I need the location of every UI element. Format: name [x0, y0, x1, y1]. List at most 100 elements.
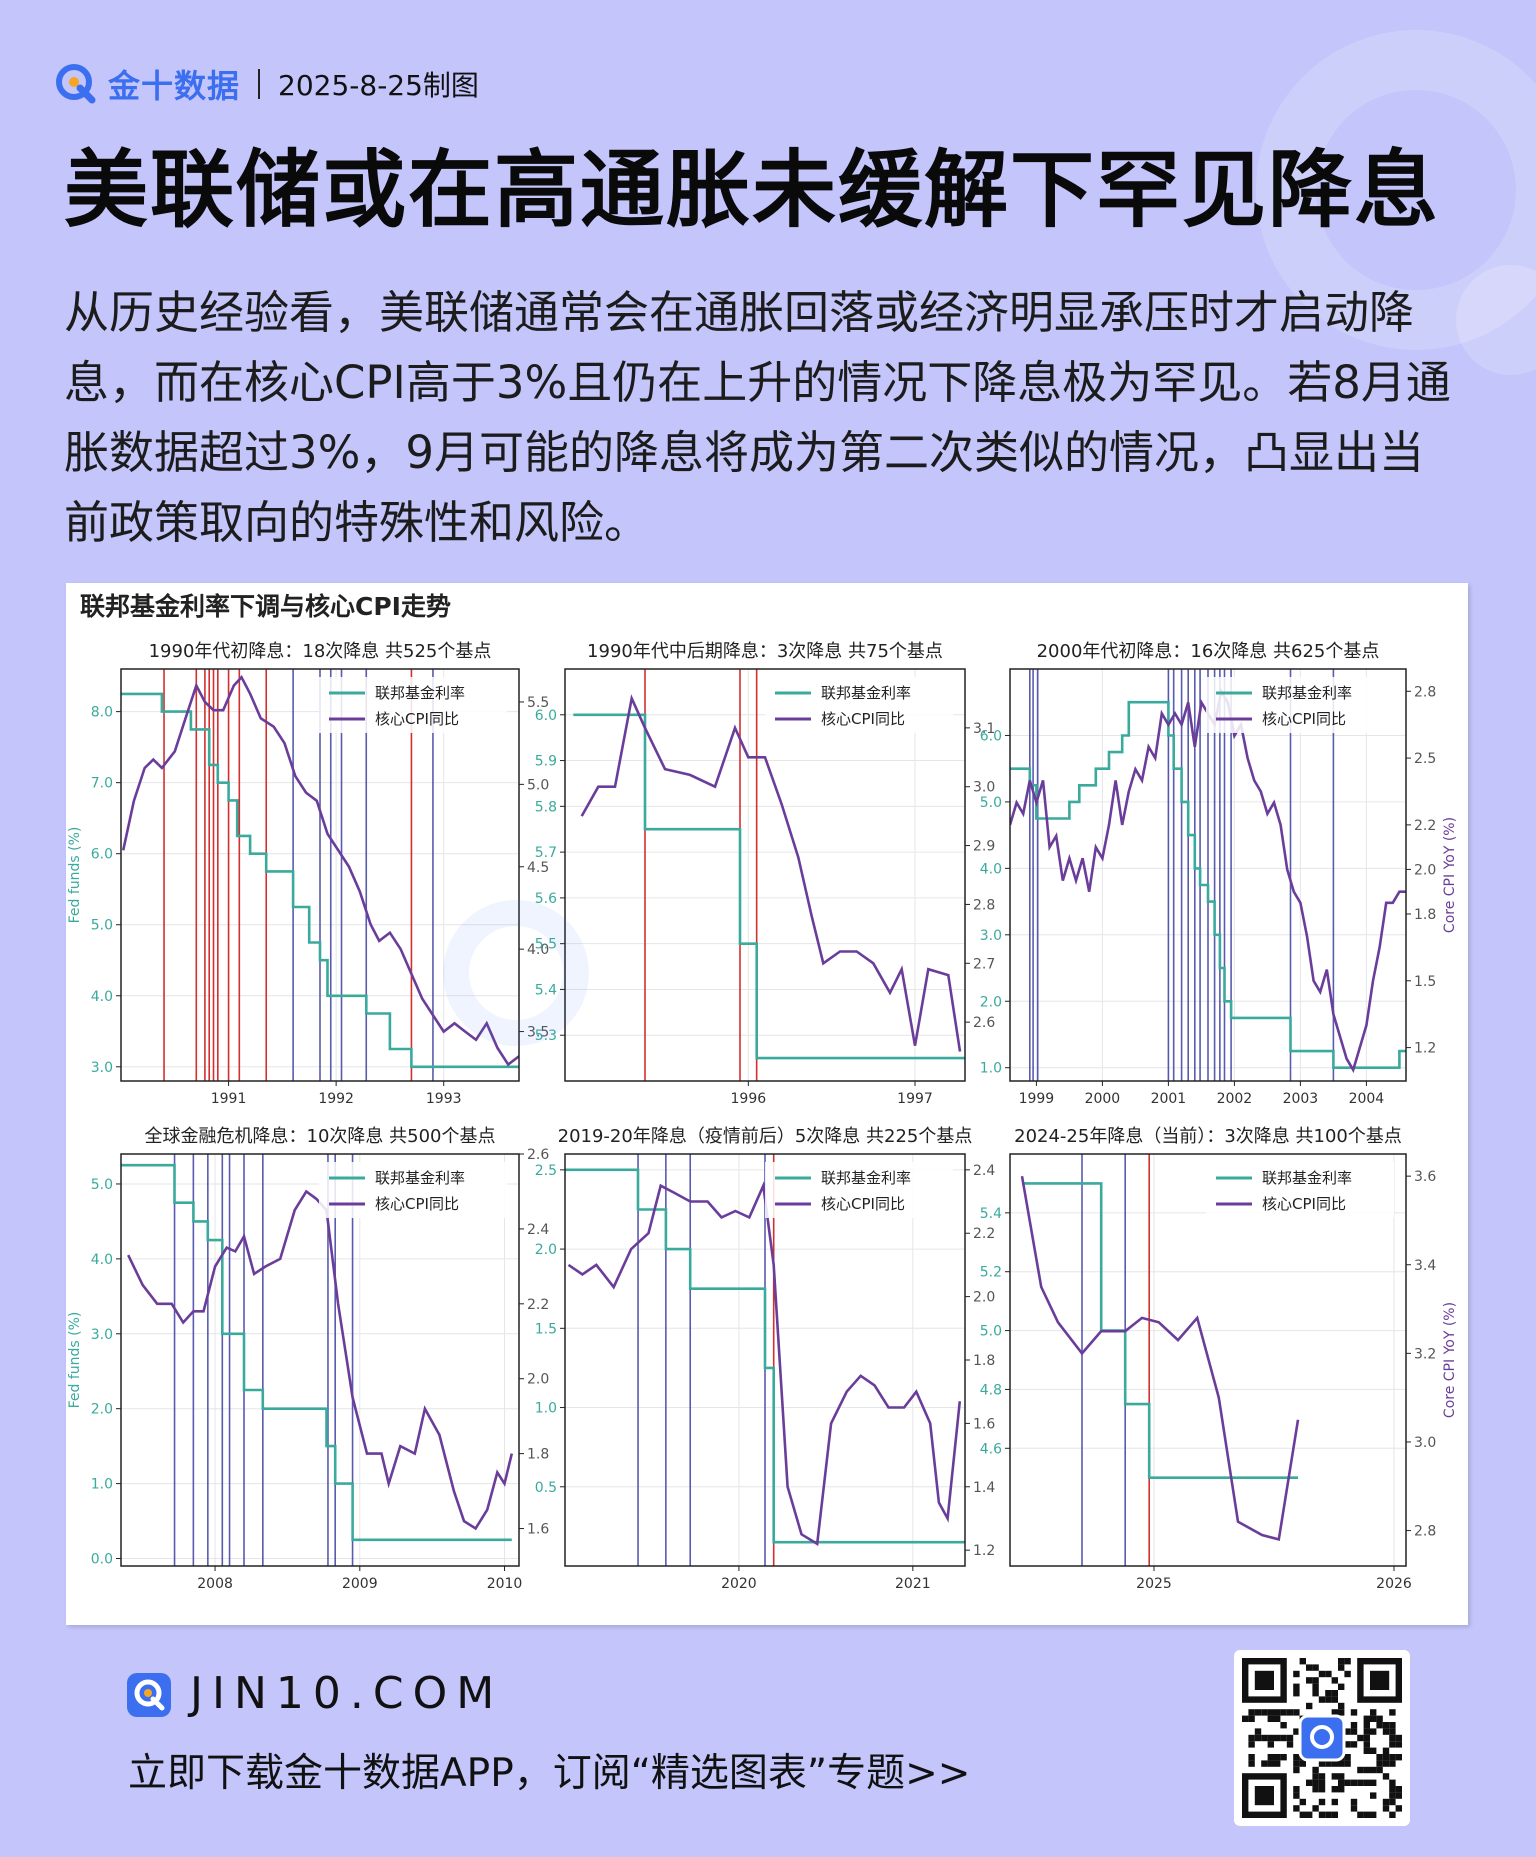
y-right-tick-label: 3.4 — [1414, 1258, 1436, 1274]
y-right-axis-label: Core CPI YoY (%) — [1442, 817, 1458, 933]
fed-funds-series — [1022, 1182, 1298, 1480]
qr-code[interactable] — [1234, 1650, 1410, 1826]
plot-area — [573, 669, 965, 1081]
qr-module — [1363, 1779, 1370, 1786]
y-right-tick-label: 2.8 — [1414, 684, 1436, 700]
subplot-3: 2000年代初降息：16次降息 共625个基点 1999 2000 2001 2002 2… — [980, 641, 1458, 1107]
qr-module — [1312, 1683, 1319, 1690]
site-url[interactable]: JIN10.COM — [190, 1668, 504, 1719]
download-cta[interactable]: 立即下载金十数据APP，订阅“精选图表”专题>> — [128, 1751, 971, 1796]
chart-panel: 联邦基金利率下调与核心CPI走势 1990年代初降息：18次降息 共525个基点 1… — [66, 583, 1468, 1625]
x-tick-label: 2010 — [487, 1576, 523, 1592]
qr-module — [1274, 1734, 1281, 1742]
qr-module — [1318, 1798, 1326, 1806]
y-left-tick-label: 2.0 — [91, 1402, 113, 1418]
qr-module — [1338, 1709, 1345, 1716]
qr-module — [1370, 1792, 1377, 1799]
plot-frame — [120, 668, 520, 1082]
y-right-tick-label: 1.2 — [973, 1543, 995, 1559]
legend-box — [765, 677, 953, 733]
plot-area — [1020, 1154, 1300, 1566]
qr-module — [1254, 1709, 1262, 1716]
y-left-tick-label: 1.0 — [91, 1477, 113, 1493]
legend-fed-label: 联邦基金利率 — [375, 684, 465, 702]
qr-module — [1331, 1709, 1338, 1716]
qr-module — [1395, 1792, 1402, 1799]
qr-module — [1293, 1754, 1300, 1761]
qr-module — [1350, 1798, 1358, 1806]
qr-module — [1331, 1677, 1338, 1684]
qr-module — [1395, 1786, 1402, 1793]
x-tick-label: 2026 — [1376, 1576, 1412, 1592]
core-cpi-series — [567, 1180, 962, 1546]
qr-module — [1267, 1741, 1274, 1748]
qr-module — [1293, 1786, 1300, 1793]
x-tick-label: 2021 — [895, 1576, 931, 1592]
brand-name: 金十数据 — [108, 67, 241, 105]
qr-module — [1318, 1760, 1326, 1767]
legend-cpi-label: 核心CPI同比 — [1262, 1195, 1346, 1213]
y-left-tick-label: 1.0 — [980, 1061, 1002, 1077]
y-left-tick-label: 5.4 — [535, 982, 557, 998]
qr-module — [1370, 1709, 1377, 1716]
qr-module — [1350, 1728, 1358, 1735]
plot-frame — [1009, 668, 1407, 1082]
qr-module — [1376, 1754, 1383, 1761]
core-cpi-series — [127, 1189, 514, 1531]
qr-module — [1274, 1709, 1281, 1716]
legend-box — [319, 1162, 507, 1218]
fed-funds-series — [121, 1163, 512, 1542]
qr-module — [1370, 1779, 1377, 1786]
y-right-tick-label: 2.6 — [527, 1147, 549, 1163]
qr-module — [1299, 1658, 1306, 1665]
y-left-tick-label: 0.0 — [91, 1552, 113, 1568]
qr-module — [1293, 1670, 1300, 1678]
x-tick-label: 2002 — [1217, 1091, 1253, 1107]
qr-module — [1344, 1754, 1351, 1761]
qr-module — [1338, 1773, 1345, 1780]
header: 金十数据 2025-8-25制图 — [54, 62, 479, 106]
qr-module — [1248, 1754, 1255, 1761]
qr-module — [1248, 1709, 1255, 1716]
core-cpi-series — [580, 694, 962, 1052]
qr-module — [1312, 1805, 1319, 1812]
qr-module — [1389, 1792, 1396, 1799]
footer-logo-icon — [127, 1673, 171, 1717]
y-left-tick-label: 1.5 — [535, 1321, 557, 1337]
y-left-tick-label: 4.6 — [980, 1441, 1002, 1457]
qr-module — [1306, 1702, 1313, 1710]
qr-module — [1389, 1760, 1396, 1767]
qr-module — [1363, 1811, 1370, 1818]
qr-module — [1293, 1683, 1300, 1690]
qr-module — [1363, 1715, 1370, 1722]
plot-frame — [1009, 1153, 1407, 1567]
qr-module — [1318, 1696, 1326, 1703]
y-right-tick-label: 3.2 — [1414, 1346, 1436, 1362]
qr-module — [1306, 1779, 1313, 1786]
qr-module — [1293, 1690, 1300, 1697]
qr-module — [1331, 1798, 1338, 1806]
y-right-tick-label: 4.0 — [527, 942, 549, 958]
qr-module — [1306, 1677, 1313, 1684]
qr-module — [1254, 1734, 1262, 1742]
qr-module — [1376, 1760, 1383, 1767]
qr-module — [1325, 1670, 1332, 1678]
core-cpi-series — [121, 674, 519, 1067]
qr-module — [1299, 1760, 1306, 1767]
qr-module — [1331, 1760, 1338, 1767]
plot-area — [565, 1154, 965, 1566]
qr-module — [1344, 1779, 1351, 1786]
qr-module — [1312, 1677, 1319, 1684]
x-tick-label: 2025 — [1136, 1576, 1172, 1592]
qr-module — [1370, 1715, 1377, 1722]
qr-finder-core — [1254, 1786, 1274, 1806]
publish-date: 2025-8-25制图 — [278, 69, 479, 102]
subplot-title: 2024-25年降息（当前）：3次降息 共100个基点 — [1014, 1126, 1402, 1147]
y-left-tick-label: 4.0 — [91, 989, 113, 1005]
subplot-1: 1990年代初降息：18次降息 共525个基点 1991 1992 1993 3.0 4.… — [67, 641, 549, 1107]
y-left-tick-label: 6.0 — [91, 847, 113, 863]
subplot-2: 1990年代中后期降息：3次降息 共75个基点 1996 1997 5.3 5.4 5.5… — [535, 641, 996, 1107]
qr-module — [1331, 1773, 1338, 1780]
qr-module — [1344, 1670, 1351, 1678]
qr-module — [1312, 1664, 1319, 1671]
